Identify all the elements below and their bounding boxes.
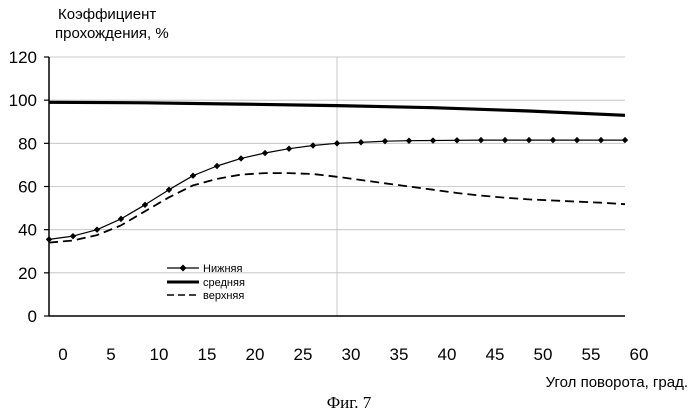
series-0-point-1 [69, 232, 77, 240]
series-0-point-19 [501, 136, 509, 144]
x-tick-label-60: 60 [630, 345, 649, 364]
x-tick-label-15: 15 [198, 345, 217, 364]
series-line-1 [48, 100, 626, 117]
series-2 [48, 172, 626, 244]
series-line-2 [48, 172, 626, 244]
y-tick-label-100: 100 [9, 91, 37, 110]
series-0-point-7 [213, 162, 221, 170]
axes [44, 56, 625, 317]
y-tick-label-40: 40 [18, 221, 37, 240]
y-axis-title-line-2: прохождения, % [55, 25, 169, 42]
series-0-point-6 [189, 172, 197, 179]
x-tick-label-0: 0 [58, 345, 67, 364]
series [45, 100, 629, 244]
series-0-point-2 [93, 226, 101, 233]
x-tick-label-40: 40 [438, 345, 457, 364]
series-0-point-15 [405, 137, 413, 144]
series-0-point-8 [237, 155, 245, 162]
x-tick-label-55: 55 [582, 345, 601, 364]
series-0-point-24 [621, 136, 629, 144]
x-tick-label-20: 20 [246, 345, 265, 364]
x-tick-label-10: 10 [150, 345, 169, 364]
legend-marker-nizhnyaya [179, 264, 187, 272]
series-0-point-20 [525, 136, 533, 144]
series-0-point-0 [45, 236, 53, 243]
x-tick-label-25: 25 [294, 345, 313, 364]
series-0-point-18 [477, 136, 485, 144]
y-tick-label-0: 0 [28, 307, 37, 326]
legend: Нижняя средняя верхняя [167, 263, 245, 302]
legend-label-verkhnyaya: верхняя [203, 290, 244, 302]
series-0-point-9 [261, 149, 269, 157]
legend-item-verkhnyaya: верхняя [167, 290, 244, 302]
x-tick-label-35: 35 [390, 345, 409, 364]
series-0 [45, 136, 629, 243]
series-0-point-14 [381, 137, 389, 145]
series-0-point-16 [429, 137, 437, 144]
legend-item-srednyaya: средняя [167, 277, 245, 289]
legend-item-nizhnyaya: Нижняя [167, 263, 242, 275]
x-tick-label-5: 5 [106, 345, 115, 364]
y-tick-label-20: 20 [18, 264, 37, 283]
figure-caption: Фиг. 7 [327, 393, 372, 411]
y-tick-label-60: 60 [18, 178, 37, 197]
x-tick-label-45: 45 [486, 345, 505, 364]
series-1 [48, 100, 626, 117]
y-tick-label-80: 80 [18, 134, 37, 153]
y-tick-labels: 0 20 40 60 80 100 120 [9, 48, 37, 326]
series-0-point-23 [597, 136, 605, 144]
series-0-point-3 [117, 215, 125, 223]
series-0-point-11 [309, 142, 317, 149]
x-tick-label-30: 30 [342, 345, 361, 364]
x-tick-label-50: 50 [534, 345, 553, 364]
series-0-point-5 [165, 186, 173, 193]
series-0-point-21 [549, 136, 557, 144]
series-0-point-22 [573, 136, 581, 144]
x-tick-labels: 0 5 10 15 20 25 30 35 40 45 50 55 60 [58, 345, 648, 364]
y-tick-label-120: 120 [9, 48, 37, 67]
series-0-point-17 [453, 137, 461, 144]
y-axis-title-line-1: Коэффициент [58, 6, 156, 23]
x-axis-title: Угол поворота, град. [546, 374, 688, 391]
series-0-point-13 [357, 139, 365, 146]
series-0-point-10 [285, 145, 293, 152]
series-0-point-4 [141, 201, 149, 209]
legend-label-srednyaya: средняя [203, 277, 245, 289]
grid [49, 56, 625, 316]
series-0-point-12 [333, 140, 341, 147]
legend-label-nizhnyaya: Нижняя [203, 263, 242, 275]
